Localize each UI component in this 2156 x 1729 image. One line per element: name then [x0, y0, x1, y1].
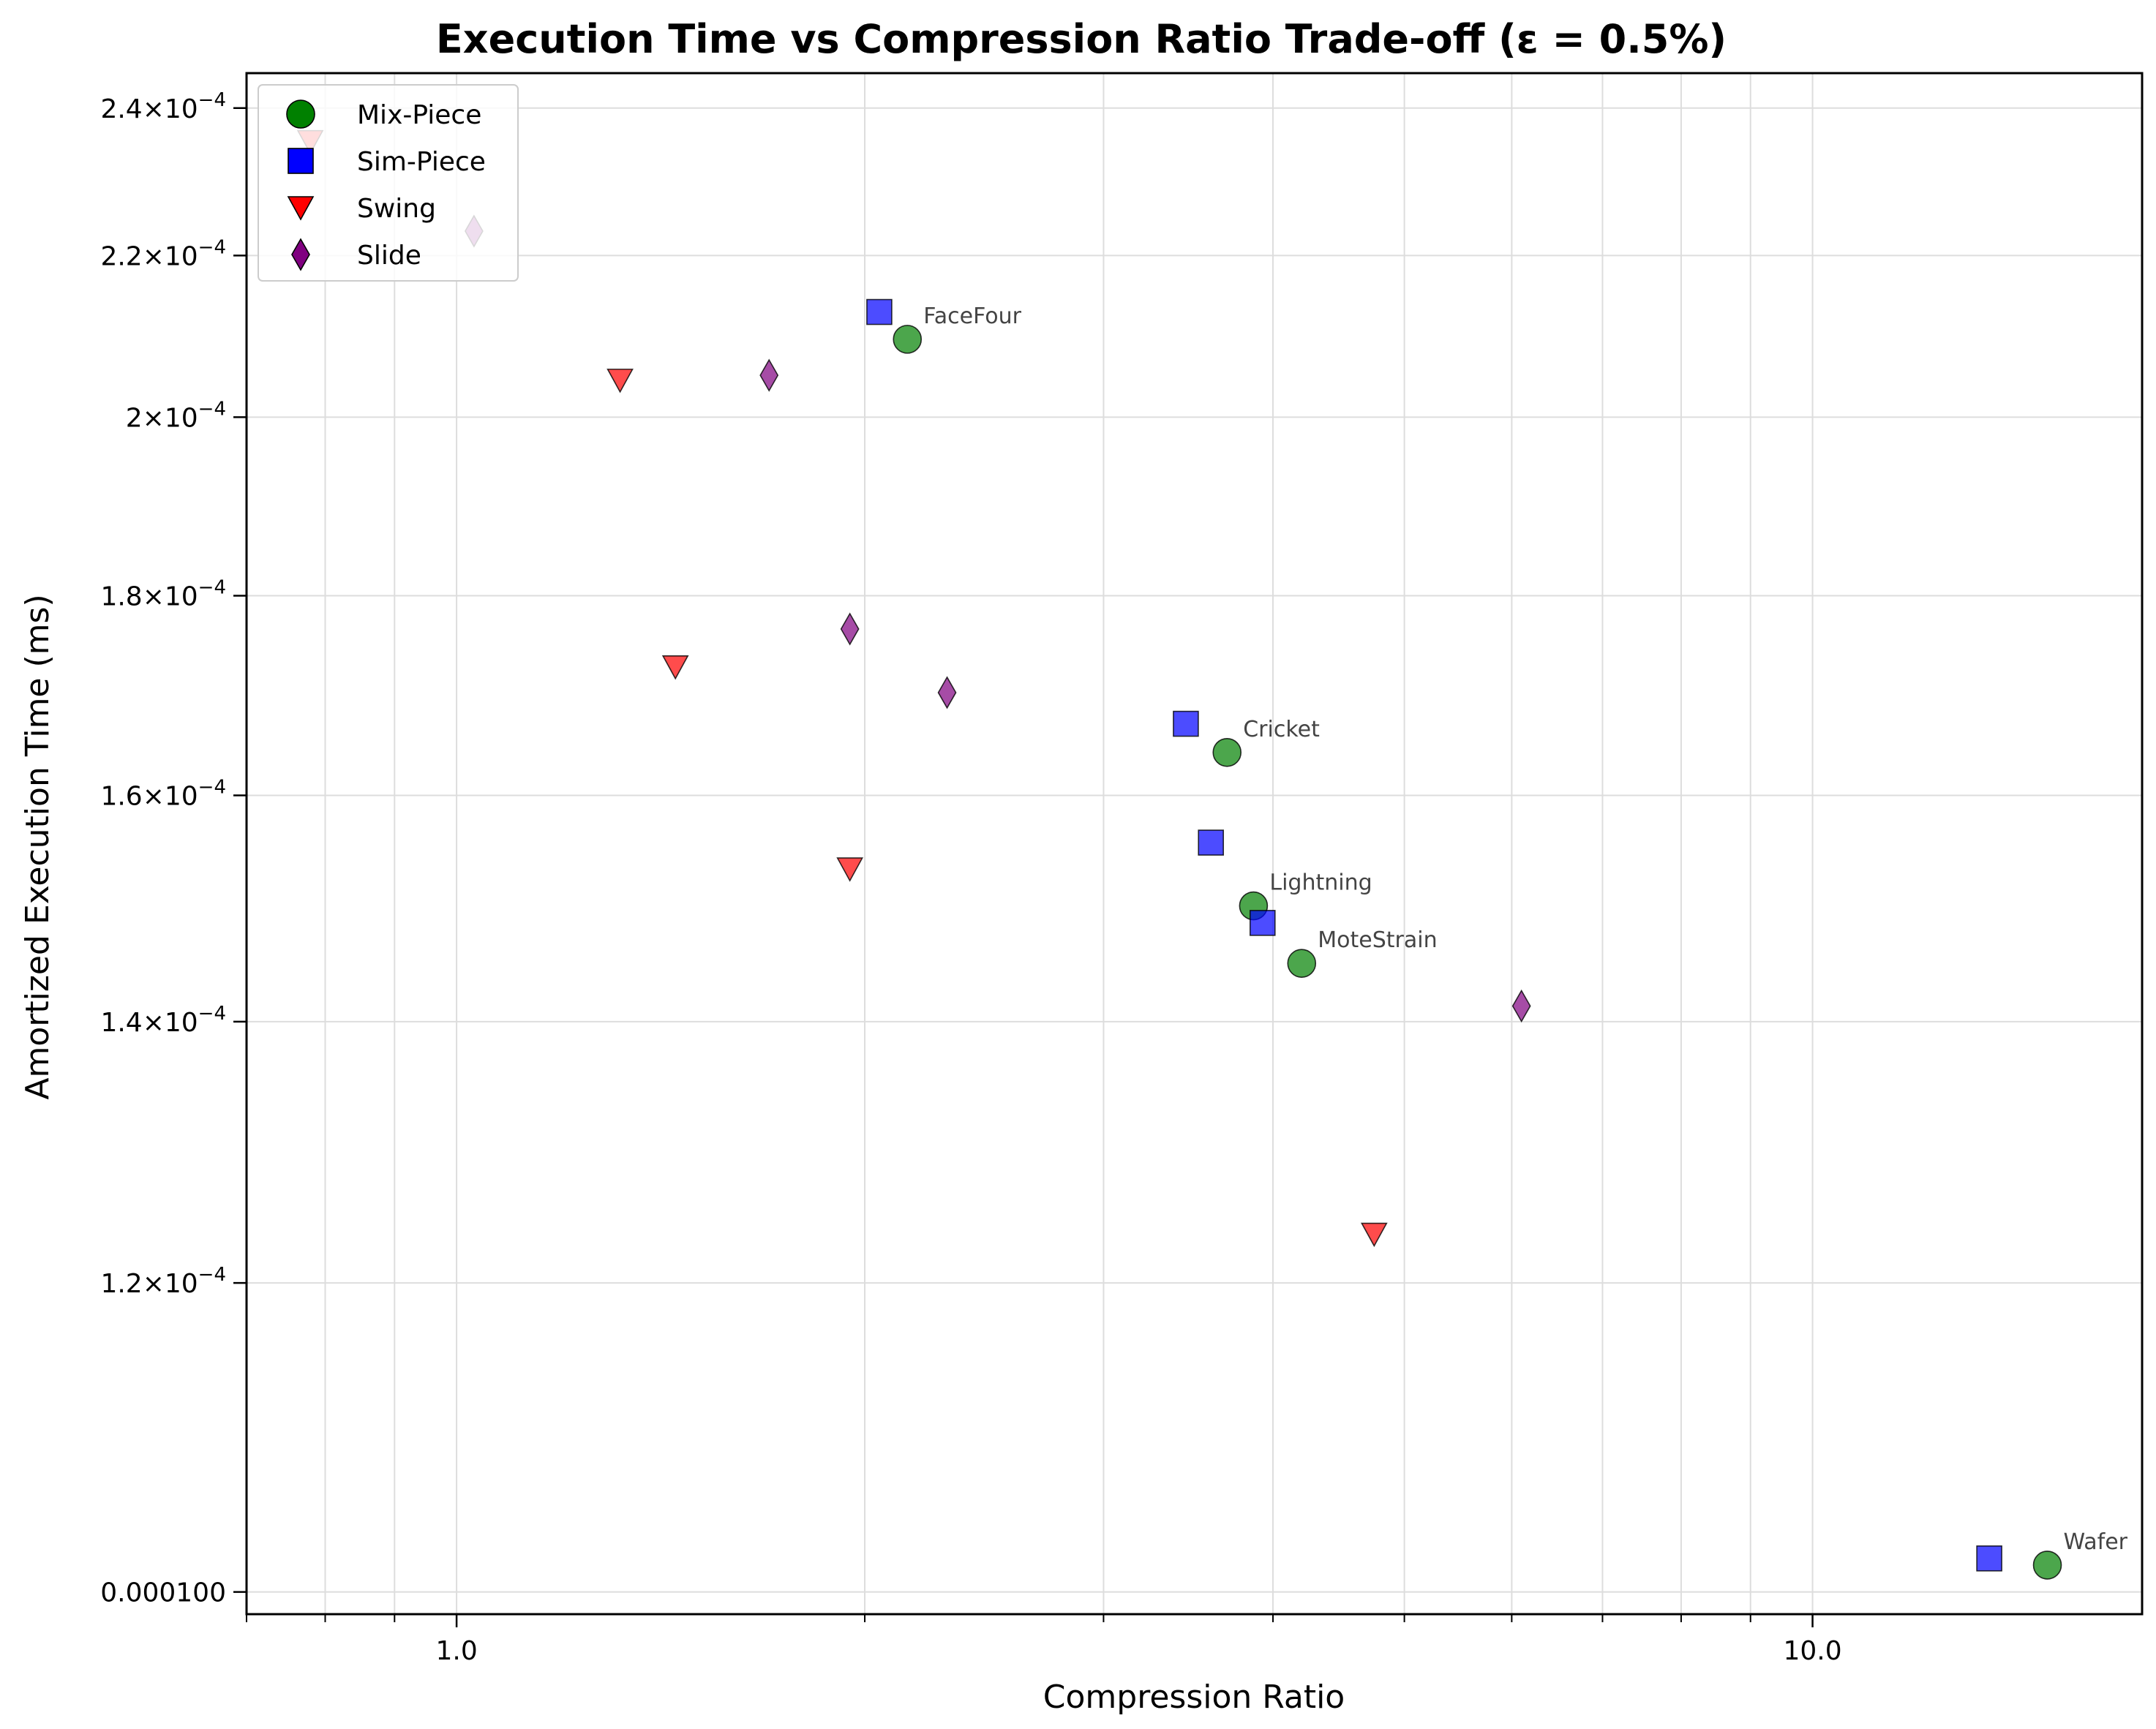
slide-point: [937, 676, 957, 709]
y-axis-label: Amortized Execution Time (ms): [19, 594, 56, 1099]
legend-label-swing: Swing: [357, 194, 436, 224]
point-label: FaceFour: [923, 304, 1021, 329]
y-tick-label: 1.6×10−4: [100, 776, 226, 811]
y-tick-label: 0.000100: [100, 1578, 226, 1608]
chart-title: Execution Time vs Compression Ratio Trad…: [436, 16, 1727, 62]
slide-point: [840, 612, 860, 646]
sim-piece-point: [1976, 1545, 2002, 1572]
swing-point: [661, 655, 689, 680]
sim-piece-point: [866, 298, 893, 325]
swing-point: [1360, 1222, 1388, 1248]
x-axis-label: Compression Ratio: [1043, 1679, 1345, 1716]
mix-piece-point: [1287, 949, 1317, 978]
y-tick-label: 2×10−4: [126, 398, 226, 433]
mix-piece-point: [893, 325, 923, 354]
legend-box: [258, 84, 519, 282]
plot-area-frame: [245, 72, 2144, 1616]
slide-point: [759, 358, 779, 392]
y-tick-label: 2.2×10−4: [100, 236, 226, 271]
point-label: Cricket: [1243, 717, 1320, 742]
grid: [246, 73, 2142, 1614]
sim-piece-point: [1173, 710, 1199, 737]
point-label: MoteStrain: [1318, 927, 1437, 953]
legend-marker-mix-piece: [286, 99, 315, 129]
y-tick-label: 1.2×10−4: [100, 1264, 226, 1299]
x-axis-ticks: 1.0 10.0: [246, 1614, 1842, 1666]
mix-piece-point: [2032, 1551, 2062, 1580]
y-tick-label: 1.8×10−4: [100, 576, 226, 611]
point-annotations: FaceFour Cricket Lightning MoteStrain Wafer: [923, 304, 2127, 1555]
legend-marker-swing: [287, 196, 315, 221]
legend-label-sim-piece: Sim-Piece: [357, 147, 486, 177]
swing-point: [836, 857, 864, 882]
legend-marker-slide: [291, 238, 310, 271]
y-tick-label: 2.4×10−4: [100, 89, 226, 124]
point-label: Lightning: [1269, 870, 1372, 896]
y-tick-label: 1.4×10−4: [100, 1003, 226, 1038]
x-tick-label: 10.0: [1783, 1636, 1841, 1666]
legend-marker-sim-piece: [288, 148, 314, 174]
legend: Mix-Piece Sim-Piece Swing Slide: [258, 84, 519, 282]
y-axis-ticks: 2.4×10−4 2.2×10−4 2×10−4 1.8×10−4 1.6×10−4 1.…: [100, 89, 247, 1608]
slide-point: [1511, 989, 1531, 1023]
sim-piece-point: [1249, 910, 1276, 936]
legend-label-mix-piece: Mix-Piece: [357, 100, 481, 130]
point-label: Wafer: [2064, 1529, 2128, 1555]
sim-piece-point: [1198, 829, 1224, 856]
legend-label-slide: Slide: [357, 241, 421, 271]
mix-piece-point: [1212, 738, 1242, 767]
data-points: [296, 129, 2062, 1580]
x-tick-label: 1.0: [435, 1636, 477, 1666]
swing-point: [606, 369, 634, 393]
